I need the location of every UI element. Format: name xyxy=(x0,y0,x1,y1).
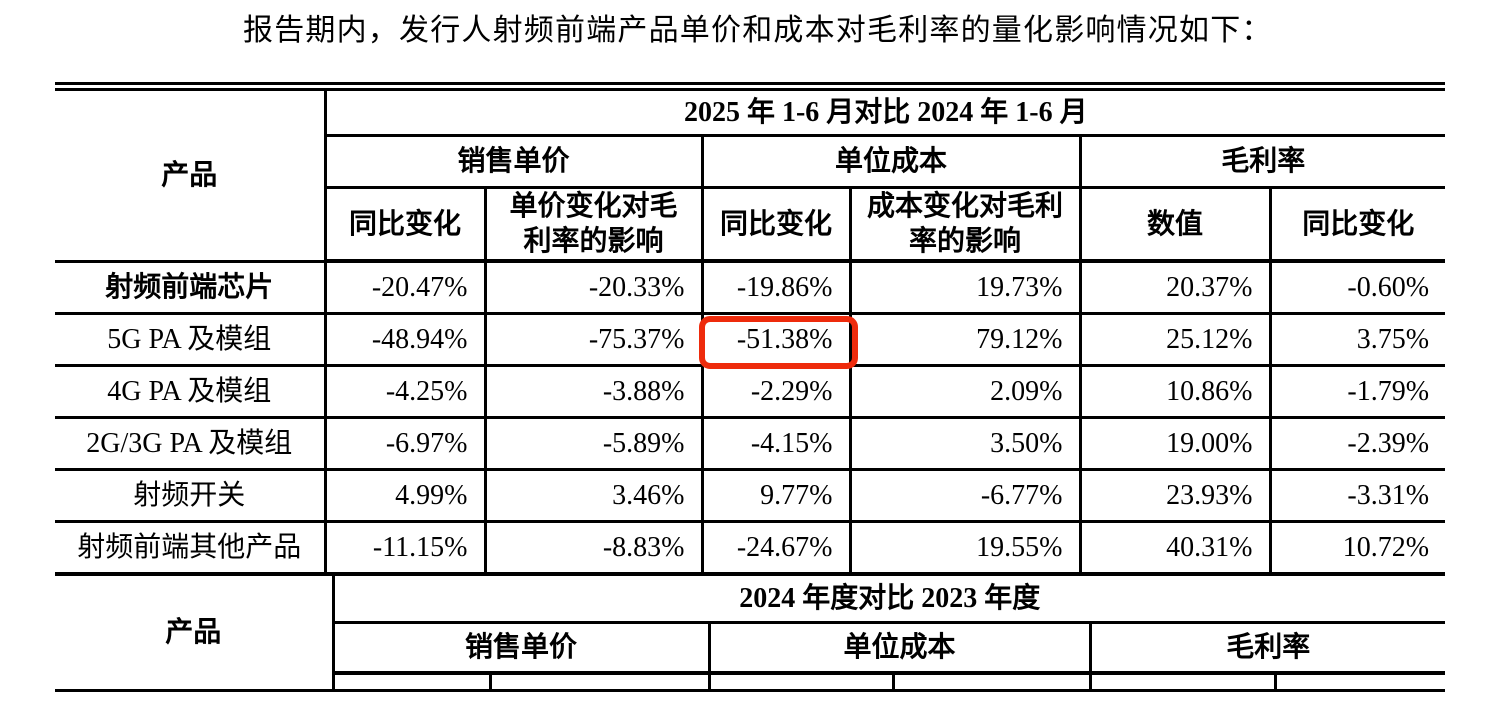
value-cell: -20.33% xyxy=(483,259,704,315)
value-cell: 79.12% xyxy=(848,312,1082,367)
value-cell: -6.97% xyxy=(323,416,487,471)
subheader-price-impact: 单价变化对毛利率的影响 xyxy=(483,186,704,263)
header-row-subcolumns: 同比变化 单价变化对毛利率的影响 同比变化 成本变化对毛利率的影响 数值 同比变… xyxy=(55,186,1446,263)
value-cell: 19.55% xyxy=(848,520,1082,576)
value-cell: 20.37% xyxy=(1078,259,1272,315)
value-cell: 3.75% xyxy=(1268,312,1446,367)
subheader-margin-yoy: 同比变化 xyxy=(1268,186,1446,263)
group-header-sales-price: 销售单价 xyxy=(325,134,704,189)
subheader-cell-cutoff xyxy=(1088,671,1277,692)
product-column-header-2: 产品 xyxy=(55,576,335,692)
group-header-gross-margin: 毛利率 xyxy=(1078,134,1446,189)
value-cell: 23.93% xyxy=(1078,468,1272,523)
table-top-double-rule xyxy=(55,82,1445,91)
value-cell: -48.94% xyxy=(323,312,487,367)
subheader-cell-cutoff xyxy=(333,671,492,692)
value-cell: 3.50% xyxy=(848,416,1082,471)
value-cell: -2.39% xyxy=(1268,416,1446,471)
group-header-sales-price-2: 销售单价 xyxy=(333,621,711,675)
product-cell: 射频前端其他产品 xyxy=(55,520,327,576)
group-header-gross-margin-2: 毛利率 xyxy=(1088,621,1446,675)
value-cell: 40.31% xyxy=(1078,520,1272,576)
group-header-unit-cost: 单位成本 xyxy=(700,134,1082,189)
header-row-groups: 销售单价 单位成本 毛利率 xyxy=(55,134,1446,189)
product-cell: 射频前端芯片 xyxy=(55,259,327,315)
table-row-rf-frontend-chip: 射频前端芯片 -20.47% -20.33% -19.86% 19.73% 20… xyxy=(55,259,1446,315)
table-row-rf-switch: 射频开关 4.99% 3.46% 9.77% -6.77% 23.93% -3.… xyxy=(55,468,1446,523)
value-cell: -2.29% xyxy=(700,364,852,419)
value-cell: 10.72% xyxy=(1268,520,1446,576)
impact-tables: 产品 2025 年 1-6 月对比 2024 年 1-6 月 销售单价 单位成本… xyxy=(55,82,1446,692)
value-cell: -20.47% xyxy=(323,259,487,315)
product-cell: 4G PA 及模组 xyxy=(55,364,327,419)
value-cell: -0.60% xyxy=(1268,259,1446,315)
table-row-2g3g-pa: 2G/3G PA 及模组 -6.97% -5.89% -4.15% 3.50% … xyxy=(55,416,1446,471)
table-row-rf-other: 射频前端其他产品 -11.15% -8.83% -24.67% 19.55% 4… xyxy=(55,520,1446,576)
value-cell: -5.89% xyxy=(483,416,704,471)
value-cell: 2.09% xyxy=(848,364,1082,419)
table-row-5g-pa: 5G PA 及模组 -48.94% -75.37% -51.38% 79.12%… xyxy=(55,312,1446,369)
product-cell: 5G PA 及模组 xyxy=(55,312,327,367)
value-cell: -75.37% xyxy=(483,312,704,367)
product-cell: 2G/3G PA 及模组 xyxy=(55,416,327,471)
value-cell: -19.86% xyxy=(700,259,852,315)
period-header-2025h1: 2025 年 1-6 月对比 2024 年 1-6 月 xyxy=(323,91,1446,137)
subheader-cost-impact: 成本变化对毛利率的影响 xyxy=(848,186,1082,263)
value-cell: -11.15% xyxy=(323,520,487,576)
header-row-period: 产品 2025 年 1-6 月对比 2024 年 1-6 月 xyxy=(55,91,1446,263)
value-cell: 19.00% xyxy=(1078,416,1272,471)
subheader-margin-value: 数值 xyxy=(1078,186,1272,263)
value-cell: -6.77% xyxy=(848,468,1082,523)
value-cell: -8.83% xyxy=(483,520,704,576)
value-cell: -3.31% xyxy=(1268,468,1446,523)
product-cell: 射频开关 xyxy=(55,468,327,523)
subheader-cell-cutoff xyxy=(891,671,1092,692)
subheader-cell-cutoff xyxy=(707,671,895,692)
value-cell: 19.73% xyxy=(848,259,1082,315)
group-header-unit-cost-2: 单位成本 xyxy=(707,621,1092,675)
value-cell: -1.79% xyxy=(1268,364,1446,419)
value-cell: -24.67% xyxy=(700,520,852,576)
header-row-groups-2: 销售单价 单位成本 毛利率 xyxy=(55,621,1446,675)
table-fy2024: 产品 2024 年度对比 2023 年度 销售单价 单位成本 毛利率 xyxy=(55,576,1446,692)
header-row-period-2: 产品 2024 年度对比 2023 年度 xyxy=(55,576,1446,692)
value-cell: 25.12% xyxy=(1078,312,1272,367)
subheader-price-yoy: 同比变化 xyxy=(325,186,487,263)
header-row-subcolumns-2-cutoff xyxy=(55,671,1446,692)
highlighted-value: -51.38% xyxy=(736,324,833,355)
value-cell: -4.15% xyxy=(700,416,852,471)
table-2025h1: 产品 2025 年 1-6 月对比 2024 年 1-6 月 销售单价 单位成本… xyxy=(55,91,1446,576)
value-cell: -3.88% xyxy=(483,364,704,419)
subheader-cell-cutoff xyxy=(488,671,711,692)
value-cell: 10.86% xyxy=(1078,364,1272,419)
subheader-cell-cutoff xyxy=(1273,671,1446,692)
subheader-cost-yoy: 同比变化 xyxy=(700,186,852,263)
value-cell: 4.99% xyxy=(323,468,487,523)
value-cell-highlighted: -51.38% xyxy=(698,312,858,369)
value-cell: -4.25% xyxy=(323,364,487,419)
product-column-header: 产品 xyxy=(55,91,327,263)
table-row-4g-pa: 4G PA 及模组 -4.25% -3.88% -2.29% 2.09% 10.… xyxy=(55,364,1446,419)
period-header-fy2024: 2024 年度对比 2023 年度 xyxy=(331,576,1446,624)
intro-paragraph: 报告期内，发行人射频前端产品单价和成本对毛利率的量化影响情况如下： xyxy=(243,14,1273,47)
value-cell: 3.46% xyxy=(483,468,704,523)
value-cell: 9.77% xyxy=(700,468,852,523)
